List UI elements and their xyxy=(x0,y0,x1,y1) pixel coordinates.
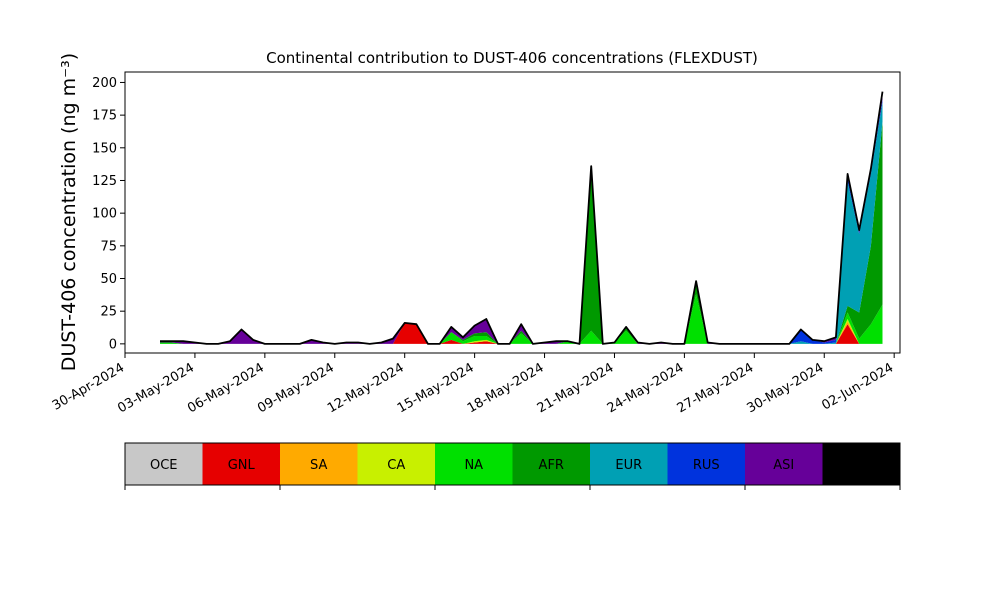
legend-label: NA xyxy=(464,458,483,473)
legend-label: AFR xyxy=(539,458,564,473)
plot-frame xyxy=(124,71,901,354)
legend-swatch-oce xyxy=(125,443,203,485)
legend-label: EUR xyxy=(615,458,642,473)
legend-swatch-sa xyxy=(280,443,358,485)
x-tick-label: 02-Jun-2024 xyxy=(819,360,896,413)
legend-label: CA xyxy=(387,458,405,473)
legend-swatch-rus xyxy=(667,443,745,485)
area-asi xyxy=(160,91,883,344)
legend-swatch-afr xyxy=(512,443,590,485)
y-axis-label: DUST-406 concentration (ng m⁻³) xyxy=(58,53,80,371)
chart-title: Continental contribution to DUST-406 con… xyxy=(266,49,758,67)
y-tick-label: 175 xyxy=(92,109,117,124)
legend-swatch-ca xyxy=(357,443,435,485)
x-tick-label: 15-May-2024 xyxy=(395,360,477,416)
x-tick-label: 12-May-2024 xyxy=(325,360,407,416)
stacked-areas xyxy=(160,91,883,344)
area-rus xyxy=(160,99,883,344)
total-line xyxy=(160,91,884,345)
legend-swatch-aus xyxy=(822,443,900,485)
legend-label: SA xyxy=(310,458,327,473)
y-tick-label: 150 xyxy=(92,141,117,156)
x-tick-label: 21-May-2024 xyxy=(535,360,617,416)
y-tick-label: 50 xyxy=(100,272,117,287)
x-tick-label: 09-May-2024 xyxy=(255,360,337,416)
y-tick-label: 100 xyxy=(92,207,117,222)
area-afr xyxy=(160,121,883,344)
x-axis: 30-Apr-202403-May-202406-May-202409-May-… xyxy=(50,353,896,416)
y-tick-label: 25 xyxy=(100,305,117,320)
legend: OCE GNL SA CA NA AFR EUR RUS ASI AUS xyxy=(124,442,901,490)
x-tick-label: 24-May-2024 xyxy=(605,360,687,416)
legend-label: GNL xyxy=(228,458,256,473)
total-outline xyxy=(160,91,884,345)
y-tick-label: 200 xyxy=(92,76,117,91)
legend-swatch-eur xyxy=(590,443,668,485)
legend-label: ASI xyxy=(773,458,794,473)
y-tick-label: 125 xyxy=(92,174,117,189)
area-na xyxy=(160,294,883,344)
y-tick-label: 75 xyxy=(100,239,117,254)
legend-label: RUS xyxy=(693,458,720,473)
legend-swatch-na xyxy=(435,443,513,485)
y-tick-label: 0 xyxy=(109,337,117,352)
x-tick-label: 27-May-2024 xyxy=(675,360,757,416)
x-tick-label: 30-May-2024 xyxy=(745,360,827,416)
legend-label: OCE xyxy=(150,458,178,473)
x-tick-label: 06-May-2024 xyxy=(185,360,267,416)
area-eur xyxy=(160,102,883,344)
area-aus xyxy=(160,91,883,344)
legend-frame xyxy=(124,442,901,486)
x-tick-label: 03-May-2024 xyxy=(115,360,197,416)
y-axis: 0 25 50 75 100 125 150 175 200 xyxy=(92,76,125,352)
x-tick-label: 18-May-2024 xyxy=(465,360,547,416)
legend-swatch-asi xyxy=(745,443,823,485)
legend-swatch-gnl xyxy=(202,443,280,485)
legend-label: AUS xyxy=(848,458,875,473)
